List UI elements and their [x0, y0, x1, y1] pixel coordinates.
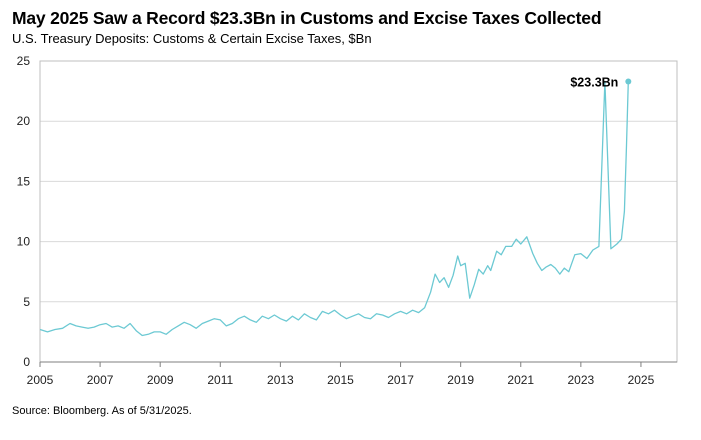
gridlines: [40, 60, 677, 303]
chart-title: May 2025 Saw a Record $23.3Bn in Customs…: [12, 8, 602, 28]
y-tick-label: 0: [23, 355, 30, 369]
peak-value-label: $23.3Bn: [570, 75, 618, 89]
chart-subtitle: U.S. Treasury Deposits: Customs & Certai…: [12, 31, 372, 46]
y-tick-label: 25: [17, 54, 31, 68]
source-note: Source: Bloomberg. As of 5/31/2025.: [12, 405, 192, 417]
x-tick-label: 2013: [267, 373, 294, 387]
y-tick-label: 20: [17, 114, 31, 128]
y-tick-label: 10: [17, 235, 31, 249]
x-tick-label: 2005: [27, 373, 54, 387]
x-tick-label: 2011: [207, 373, 233, 387]
y-axis: 0 5 10 15 20 25: [17, 54, 31, 369]
x-tick-label: 2017: [387, 373, 414, 387]
x-tick-label: 2021: [507, 373, 534, 387]
x-tick-label: 2015: [327, 373, 354, 387]
x-tick-label: 2019: [447, 373, 474, 387]
y-tick-label: 15: [17, 174, 31, 188]
x-tick-label: 2009: [147, 373, 174, 387]
annotation-layer: $23.3Bn: [570, 75, 632, 89]
y-tick-label: 5: [23, 295, 30, 309]
x-tick-label: 2007: [87, 373, 114, 387]
series-layer: [39, 80, 629, 337]
plot-area-frame: [39, 60, 678, 363]
x-tick-label: 2025: [628, 373, 655, 387]
x-tick-label: 2023: [567, 373, 594, 387]
peak-point-marker: [625, 78, 632, 85]
series-line: [39, 80, 629, 337]
x-axis: 2005 2007 2009 2011 2013 2015 2017 2019 2021 2023…: [27, 361, 677, 387]
